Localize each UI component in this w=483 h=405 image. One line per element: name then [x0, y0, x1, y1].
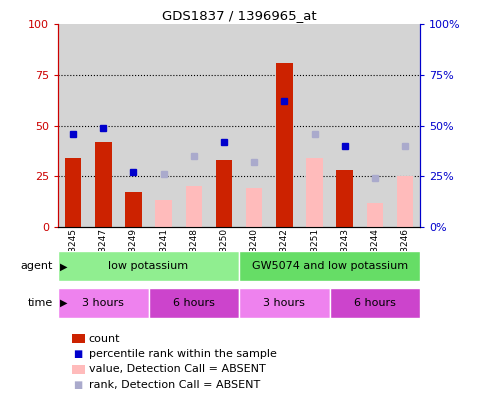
Text: ■: ■ — [73, 380, 83, 390]
Bar — [330, 24, 360, 227]
Text: 6 hours: 6 hours — [173, 298, 215, 308]
Text: 6 hours: 6 hours — [354, 298, 396, 308]
Text: ▶: ▶ — [60, 261, 68, 271]
Bar — [149, 288, 239, 318]
Bar — [179, 24, 209, 227]
Bar — [65, 158, 81, 227]
Text: percentile rank within the sample: percentile rank within the sample — [89, 349, 277, 359]
Bar — [118, 24, 149, 227]
Bar — [58, 24, 88, 227]
Bar — [299, 24, 330, 227]
Text: agent: agent — [21, 261, 53, 271]
Bar — [149, 24, 179, 227]
Bar — [58, 288, 149, 318]
Bar — [185, 186, 202, 227]
Bar — [360, 24, 390, 227]
Bar — [390, 24, 420, 227]
Bar — [367, 202, 383, 227]
Text: count: count — [89, 334, 120, 343]
Text: 3 hours: 3 hours — [263, 298, 305, 308]
Text: GW5074 and low potassium: GW5074 and low potassium — [252, 261, 408, 271]
Bar — [270, 24, 299, 227]
Bar — [95, 142, 112, 227]
Bar — [306, 158, 323, 227]
Text: 3 hours: 3 hours — [82, 298, 124, 308]
Bar — [337, 170, 353, 227]
Bar — [397, 176, 413, 227]
Bar — [239, 251, 420, 281]
Text: rank, Detection Call = ABSENT: rank, Detection Call = ABSENT — [89, 380, 260, 390]
Bar — [88, 24, 118, 227]
Bar — [239, 288, 330, 318]
Text: ■: ■ — [73, 349, 83, 359]
Bar — [276, 63, 293, 227]
Text: ▶: ▶ — [60, 298, 68, 308]
Bar — [216, 160, 232, 227]
Text: value, Detection Call = ABSENT: value, Detection Call = ABSENT — [89, 364, 266, 374]
Bar — [156, 200, 172, 227]
Bar — [125, 192, 142, 227]
Bar — [246, 188, 262, 227]
Bar — [209, 24, 239, 227]
Bar — [329, 288, 420, 318]
Text: low potassium: low potassium — [109, 261, 188, 271]
Title: GDS1837 / 1396965_at: GDS1837 / 1396965_at — [162, 9, 316, 22]
Bar — [58, 251, 239, 281]
Bar — [239, 24, 270, 227]
Text: time: time — [28, 298, 53, 308]
